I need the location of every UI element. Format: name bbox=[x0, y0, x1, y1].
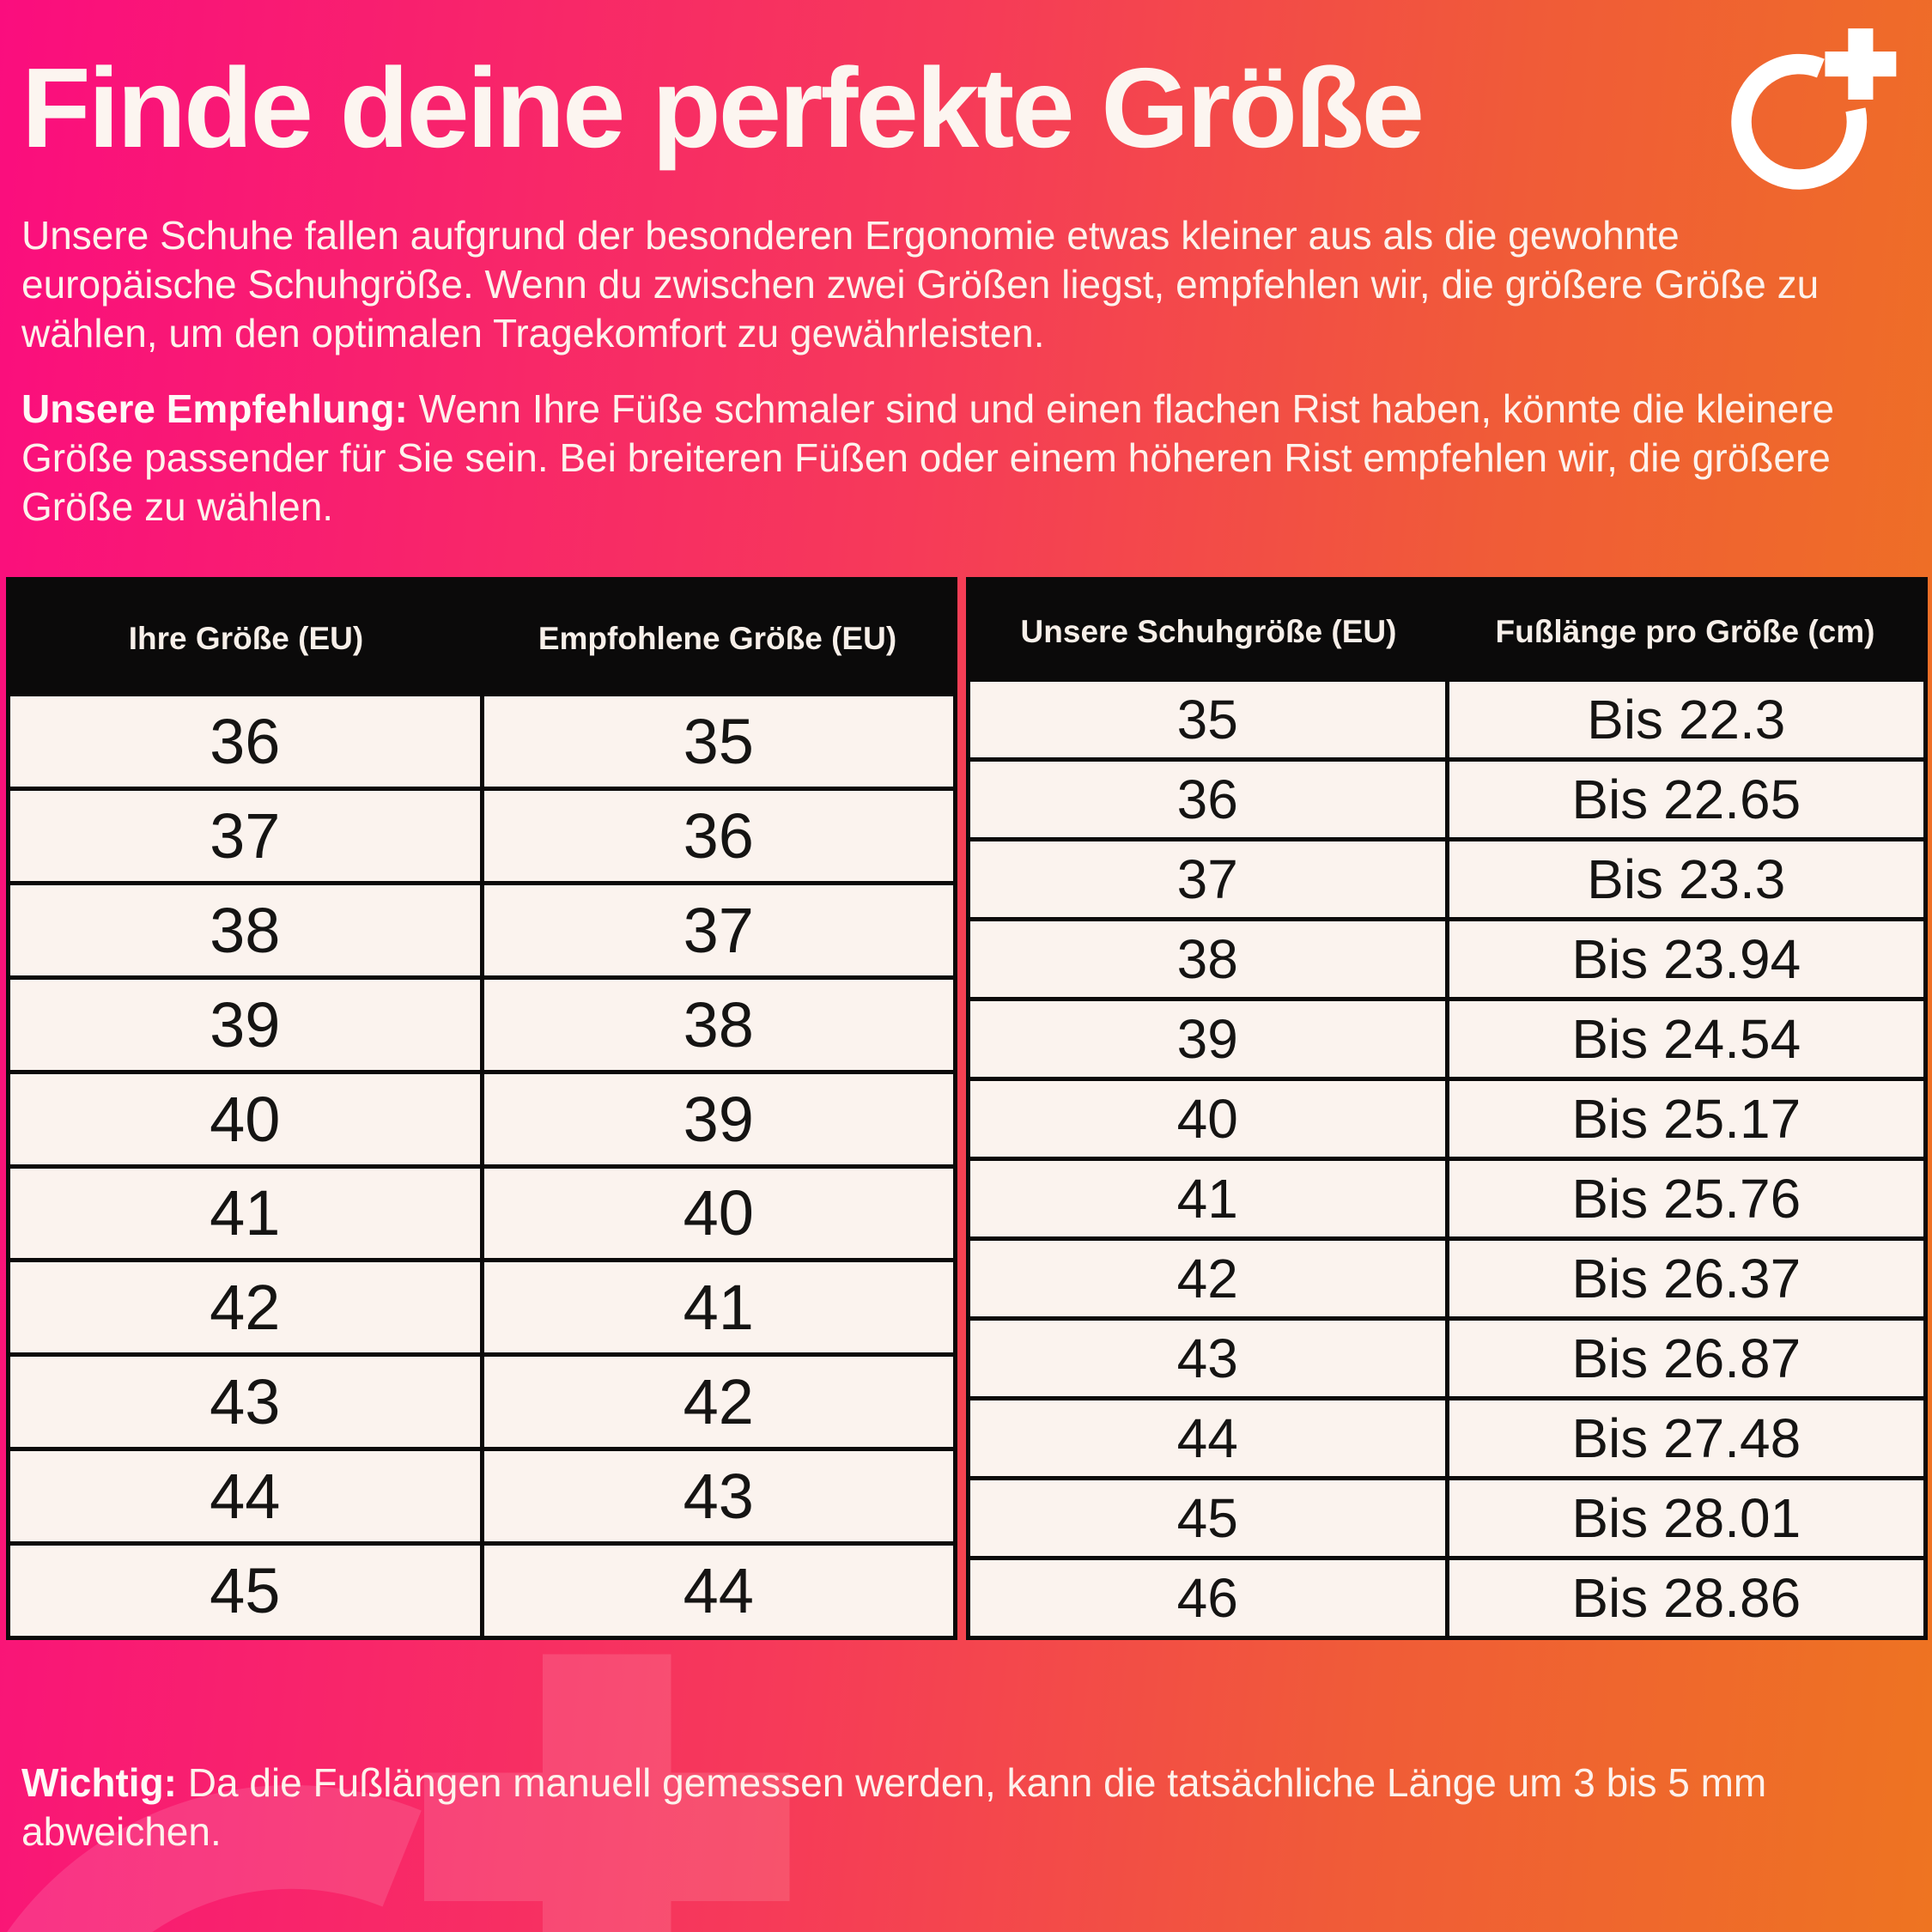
table-cell: 36 bbox=[483, 790, 953, 881]
table-cell: Bis 25.76 bbox=[1449, 1161, 1923, 1236]
table-cell: 35 bbox=[483, 696, 953, 787]
table-cell: 43 bbox=[970, 1321, 1445, 1396]
table-cell: Bis 26.37 bbox=[1449, 1241, 1923, 1316]
table-cell: 39 bbox=[10, 979, 480, 1070]
table-cell: Bis 22.3 bbox=[1449, 682, 1923, 757]
table-row: 42 41 bbox=[10, 1262, 953, 1353]
table-cell: 41 bbox=[10, 1168, 480, 1259]
table-cell: 39 bbox=[483, 1073, 953, 1164]
table-cell: 39 bbox=[970, 1001, 1445, 1077]
table-cell: 40 bbox=[483, 1168, 953, 1259]
table-cell: 40 bbox=[10, 1073, 480, 1164]
table-row: 37 36 bbox=[10, 790, 953, 881]
foot-length-table-header: Unsere Schuhgröße (EU) Fußlänge pro Größ… bbox=[970, 581, 1923, 682]
column-header-recommended-size: Empfohlene Größe (EU) bbox=[538, 621, 897, 656]
table-cell: Bis 22.65 bbox=[1449, 762, 1923, 837]
table-cell: Bis 27.48 bbox=[1449, 1400, 1923, 1476]
table-row: 41 Bis 25.76 bbox=[970, 1161, 1923, 1236]
table-row: 44 Bis 27.48 bbox=[970, 1400, 1923, 1476]
table-cell: 40 bbox=[970, 1081, 1445, 1157]
size-conversion-table: Ihre Größe (EU) Empfohlene Größe (EU) 36… bbox=[6, 577, 957, 1640]
table-cell: 36 bbox=[970, 762, 1445, 837]
table-cell: 46 bbox=[970, 1560, 1445, 1636]
column-header-foot-length: Fußlänge pro Größe (cm) bbox=[1495, 613, 1875, 649]
table-cell: 37 bbox=[10, 790, 480, 881]
table-cell: 43 bbox=[10, 1357, 480, 1448]
table-cell: 45 bbox=[970, 1480, 1445, 1556]
table-row: 38 Bis 23.94 bbox=[970, 921, 1923, 997]
table-cell: 41 bbox=[970, 1161, 1445, 1236]
table-cell: 35 bbox=[970, 682, 1445, 757]
table-cell: 37 bbox=[483, 884, 953, 975]
table-cell: Bis 28.86 bbox=[1449, 1560, 1923, 1636]
table-cell: 45 bbox=[10, 1546, 480, 1637]
recommendation-text: Unsere Empfehlung: Wenn Ihre Füße schmal… bbox=[21, 385, 1893, 532]
recommendation-label: Unsere Empfehlung: bbox=[21, 386, 408, 431]
table-cell: 36 bbox=[10, 696, 480, 787]
table-cell: 44 bbox=[970, 1400, 1445, 1476]
table-row: 38 37 bbox=[10, 884, 953, 975]
table-cell: Bis 26.87 bbox=[1449, 1321, 1923, 1396]
table-cell: 37 bbox=[970, 841, 1445, 917]
table-cell: Bis 23.94 bbox=[1449, 921, 1923, 997]
table-cell: 38 bbox=[970, 921, 1445, 997]
table-cell: 42 bbox=[10, 1262, 480, 1353]
table-row: 43 Bis 26.87 bbox=[970, 1321, 1923, 1396]
important-note-label: Wichtig: bbox=[21, 1760, 177, 1805]
table-row: 39 38 bbox=[10, 979, 953, 1070]
table-cell: Bis 23.3 bbox=[1449, 841, 1923, 917]
intro-text-body: Unsere Schuhe fallen aufgrund der besond… bbox=[21, 213, 1820, 355]
size-conversion-table-header: Ihre Größe (EU) Empfohlene Größe (EU) bbox=[10, 581, 953, 696]
table-row: 39 Bis 24.54 bbox=[970, 1001, 1923, 1077]
foot-length-table: Unsere Schuhgröße (EU) Fußlänge pro Größ… bbox=[966, 577, 1928, 1640]
table-cell: 41 bbox=[483, 1262, 953, 1353]
column-header-your-size: Ihre Größe (EU) bbox=[128, 621, 364, 656]
table-row: 45 Bis 28.01 bbox=[970, 1480, 1923, 1556]
table-cell: 44 bbox=[10, 1451, 480, 1542]
important-note: Wichtig: Da die Fußlängen manuell gemess… bbox=[21, 1759, 1868, 1856]
table-row: 43 42 bbox=[10, 1357, 953, 1448]
table-row: 41 40 bbox=[10, 1168, 953, 1259]
foot-length-table-body: 35 Bis 22.3 36 Bis 22.65 37 Bis 23.3 38 Bis 23.… bbox=[970, 682, 1923, 1636]
table-cell: Bis 25.17 bbox=[1449, 1081, 1923, 1157]
o-plus-logo-icon bbox=[1731, 28, 1897, 190]
table-cell: 43 bbox=[483, 1451, 953, 1542]
table-row: 40 Bis 25.17 bbox=[970, 1081, 1923, 1157]
table-cell: Bis 28.01 bbox=[1449, 1480, 1923, 1556]
column-header-our-shoe-size: Unsere Schuhgröße (EU) bbox=[1020, 613, 1397, 649]
intro-text: Unsere Schuhe fallen aufgrund der besond… bbox=[21, 211, 1893, 358]
table-row: 45 44 bbox=[10, 1546, 953, 1637]
table-row: 44 43 bbox=[10, 1451, 953, 1542]
table-cell: Bis 24.54 bbox=[1449, 1001, 1923, 1077]
table-cell: 42 bbox=[483, 1357, 953, 1448]
page-title: Finde deine perfekte Größe bbox=[21, 45, 1425, 171]
recommendation-text-body: Wenn Ihre Füße schmaler sind und einen f… bbox=[21, 386, 1835, 529]
table-cell: 44 bbox=[483, 1546, 953, 1637]
table-row: 46 Bis 28.86 bbox=[970, 1560, 1923, 1636]
table-row: 36 Bis 22.65 bbox=[970, 762, 1923, 837]
table-row: 36 35 bbox=[10, 696, 953, 787]
table-cell: 42 bbox=[970, 1241, 1445, 1316]
table-row: 37 Bis 23.3 bbox=[970, 841, 1923, 917]
table-cell: 38 bbox=[483, 979, 953, 1070]
table-cell: 38 bbox=[10, 884, 480, 975]
table-row: 42 Bis 26.37 bbox=[970, 1241, 1923, 1316]
size-conversion-table-body: 36 35 37 36 38 37 39 38 40 39 41 40 42 41 43 42 44 43 45 44 bbox=[10, 696, 953, 1637]
table-row: 35 Bis 22.3 bbox=[970, 682, 1923, 757]
important-note-body: Da die Fußlängen manuell gemessen werden… bbox=[21, 1760, 1767, 1854]
table-row: 40 39 bbox=[10, 1073, 953, 1164]
